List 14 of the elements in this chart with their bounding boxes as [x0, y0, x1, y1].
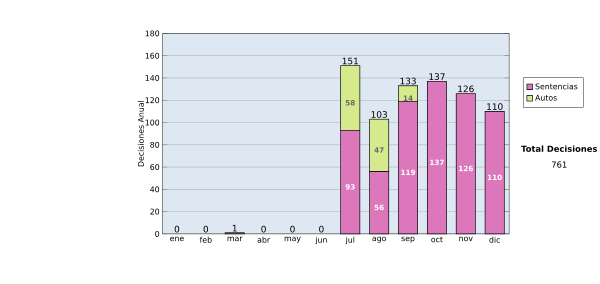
- total-label: 103: [372, 111, 387, 118]
- total-label: 0: [290, 226, 295, 233]
- total-label: 1: [232, 224, 237, 232]
- total-label: 133: [400, 78, 416, 84]
- total-label: 0: [174, 226, 180, 233]
- total-label: 110: [487, 103, 503, 110]
- total-label: 0: [204, 226, 208, 233]
- total-label: 0: [261, 226, 266, 233]
- total-label: 126: [458, 85, 474, 92]
- text: Total Decisiones: [521, 145, 598, 152]
- text: 761: [552, 161, 566, 168]
- total-label: 137: [429, 73, 445, 80]
- total-label: 0: [319, 226, 324, 233]
- total-label: 151: [342, 58, 358, 64]
